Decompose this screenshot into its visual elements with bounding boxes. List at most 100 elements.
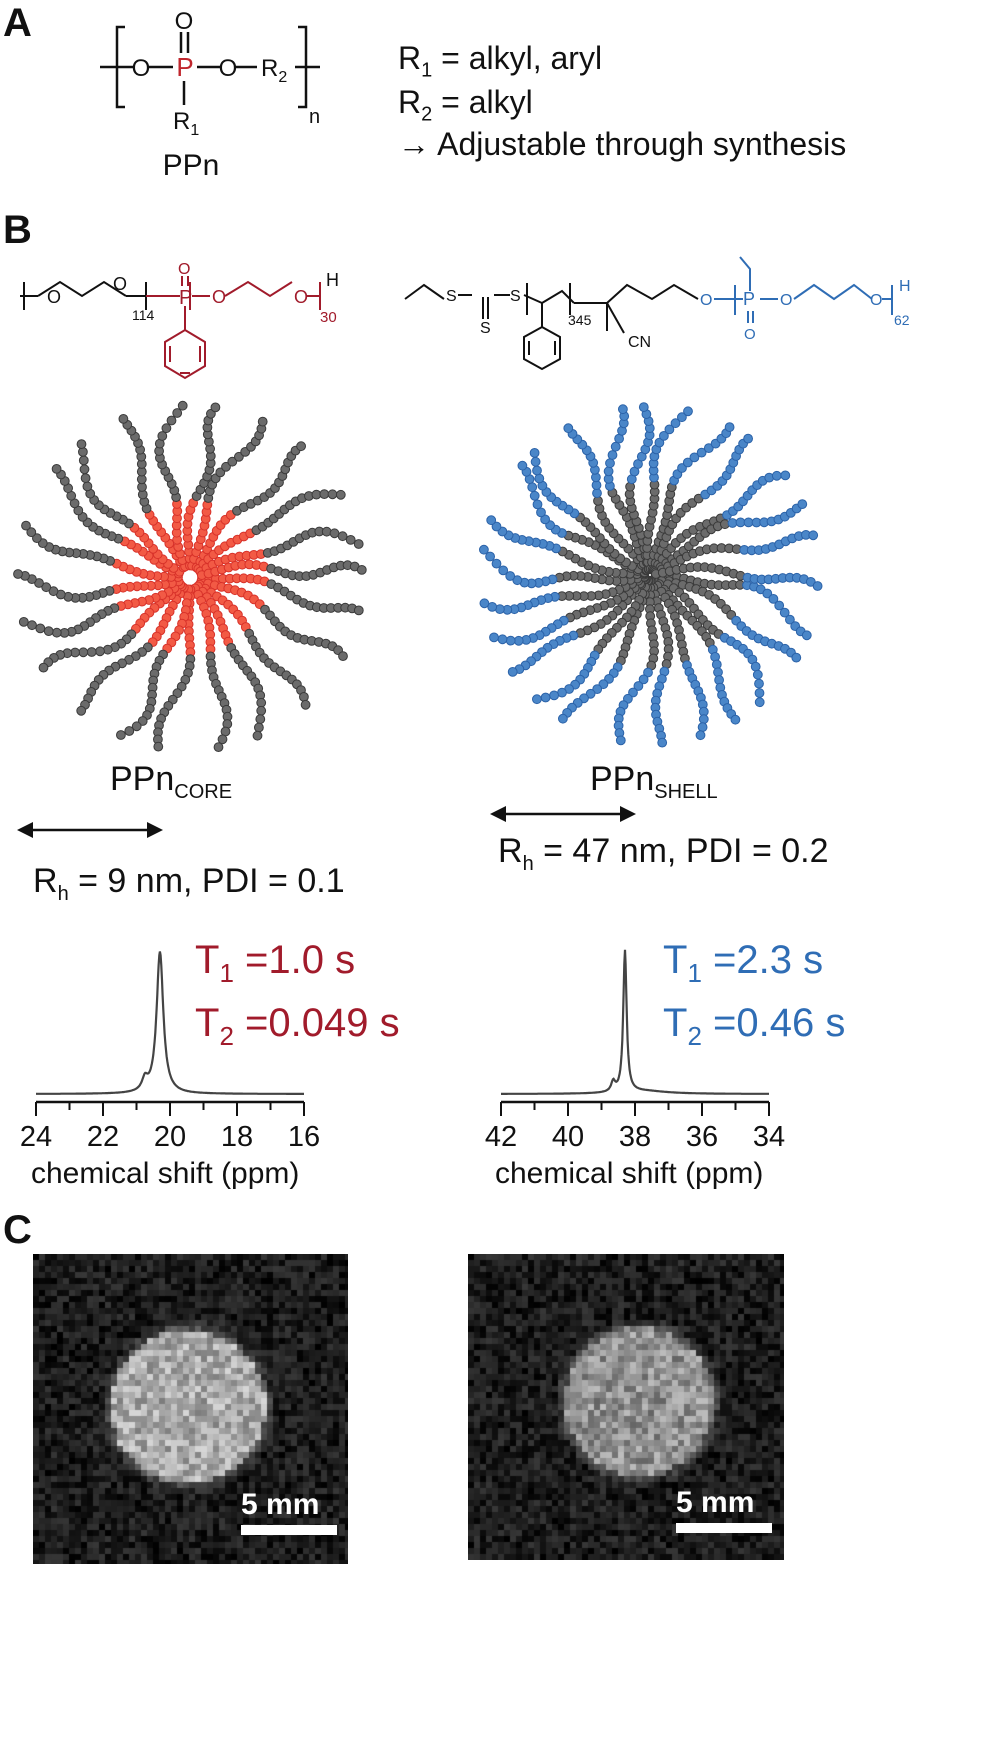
micelle-bead	[300, 699, 311, 710]
micelle-bead	[327, 489, 338, 500]
micelle-bead	[102, 644, 113, 655]
micelle-bead	[540, 692, 551, 703]
micelle-bead	[532, 465, 542, 476]
micelle-bead	[730, 714, 741, 725]
micelle-bead	[808, 530, 819, 541]
micelle-bead	[78, 447, 88, 457]
shell-h: H	[899, 278, 911, 295]
shell-s1: S	[446, 288, 457, 305]
micelle-bead	[797, 499, 808, 509]
micelle-bead	[161, 423, 172, 434]
micelle-bead	[768, 594, 779, 604]
micelle-bead	[654, 437, 665, 448]
micelle-bead	[762, 588, 773, 599]
micelle-bead	[124, 726, 135, 736]
oxygen-right-label: O	[219, 55, 238, 82]
core-h: H	[326, 270, 339, 290]
micelle-bead	[172, 408, 183, 418]
micelle-bead	[86, 647, 97, 657]
mri-phantom-shell	[468, 1254, 784, 1560]
shell-n2: 62	[894, 312, 910, 328]
ppn-general-structure: O O P O R2 R1 n PPn	[100, 8, 320, 182]
micelle-bead	[592, 488, 602, 498]
micelle-bead	[774, 600, 785, 611]
core-p: P	[179, 287, 192, 309]
shell-micelle-illustration	[479, 402, 823, 748]
micelle-bead	[505, 571, 516, 581]
micelle-bead	[35, 623, 46, 634]
micelle-bead	[51, 627, 62, 638]
shell-cn: CN	[628, 334, 651, 351]
micelle-bead	[536, 507, 546, 518]
micelle-bead	[513, 635, 524, 646]
micelle-bead	[157, 431, 168, 441]
micelle-bead	[754, 697, 765, 708]
core-copolymer-structure: O O 114 P O O O 30 H	[20, 262, 339, 380]
shell-o3: O	[870, 292, 882, 309]
spectrum-tick-label: 38	[619, 1121, 651, 1153]
micelle-bead	[153, 741, 164, 752]
micelle-bead	[696, 447, 707, 458]
shell-o-bottom: O	[744, 326, 756, 343]
micelle-bead	[18, 617, 29, 627]
shell-t2: T2 =0.46 s	[663, 1001, 846, 1051]
spectrum-trace	[36, 951, 304, 1095]
micelle-bead	[48, 586, 59, 597]
panel-b-letter: B	[3, 208, 32, 252]
mri-image-core: 5 mm	[33, 1254, 348, 1564]
mri-image-shell: 5 mm	[468, 1254, 784, 1560]
micelle-bead	[491, 558, 502, 569]
spectrum-tick-label: 20	[154, 1121, 186, 1153]
micelle-bead	[118, 414, 129, 424]
core-o4: O	[294, 287, 308, 307]
micelle-bead	[32, 533, 42, 544]
micelle-bead	[76, 705, 87, 716]
micelle-bead	[254, 722, 264, 733]
micelle-bead	[256, 705, 267, 716]
micelle-bead	[296, 441, 307, 452]
micelle-bead	[677, 412, 687, 423]
micelle-bead	[479, 598, 490, 609]
legend-adjustable-line: → Adjustable through synthesis	[398, 126, 847, 162]
micelle-bead	[697, 722, 708, 733]
micelle-bead	[505, 635, 516, 646]
shell-copolymer-structure: S S S 345 CN O P O O O 62 H	[404, 256, 911, 371]
scalebar-right	[676, 1523, 772, 1533]
micelle-bead	[356, 565, 367, 575]
micelle-bead	[51, 464, 62, 474]
micelle-bead	[603, 466, 614, 477]
micelle-bead	[534, 473, 545, 484]
micelle-bead	[633, 681, 644, 691]
spectrum-tick-label: 24	[20, 1121, 52, 1153]
micelle-bead	[752, 669, 763, 680]
core-o-top: O	[178, 262, 190, 278]
micelle-bead	[638, 674, 649, 685]
scalebar-left	[241, 1525, 337, 1535]
micelle-bead	[221, 461, 231, 472]
micelle-bead	[618, 404, 628, 415]
micelle-bead	[78, 455, 89, 466]
micelle-bead	[217, 734, 228, 745]
core-nmr-spectrum: 24 22 20 18 16	[20, 951, 320, 1153]
micelle-bead	[487, 602, 498, 612]
micelle-bead	[735, 517, 746, 528]
micelle-bead	[592, 684, 603, 695]
core-n2: 30	[320, 309, 337, 326]
oxygen-top-label: O	[175, 8, 194, 35]
micelle-bead	[563, 423, 574, 434]
micelle-bead	[517, 460, 528, 471]
micelle-bead	[486, 515, 497, 526]
micelle-bead	[321, 526, 332, 537]
micelle-bead	[491, 521, 502, 532]
scalebar-label-left: 5 mm	[241, 1488, 320, 1521]
shell-s2: S	[480, 320, 491, 337]
micelle-bead	[177, 400, 188, 411]
micelle-bead	[750, 661, 761, 672]
shell-s3: S	[510, 288, 521, 305]
shell-size-arrow-icon	[490, 806, 636, 822]
micelle-bead	[695, 730, 706, 741]
spectrum-tick-label: 34	[753, 1121, 785, 1153]
legend-r1-line: R1 = alkyl, aryl	[398, 40, 603, 82]
oxygen-left-label: O	[132, 55, 151, 82]
micelle-bead	[771, 470, 782, 481]
